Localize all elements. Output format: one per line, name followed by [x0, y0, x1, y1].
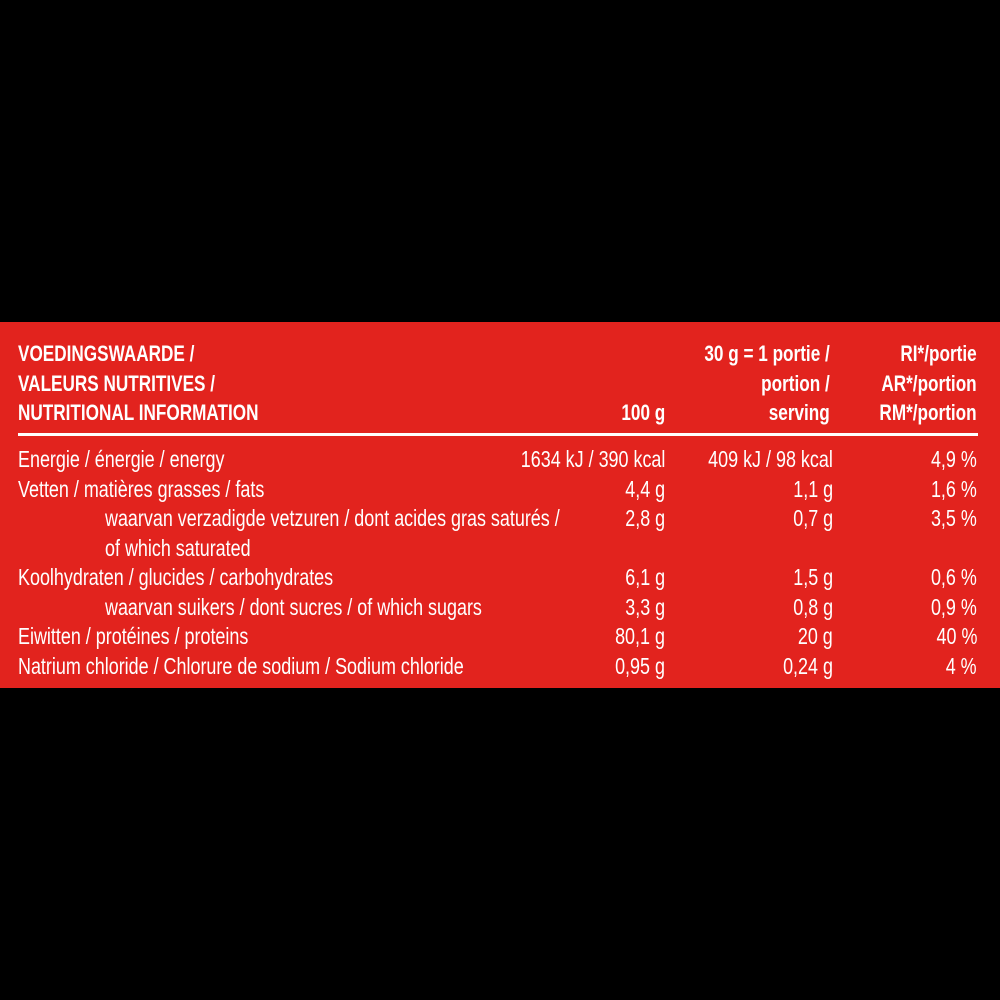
value-per-100g: 80,1 g: [615, 623, 665, 649]
value-per-100g: 1634 kJ / 390 kcal: [520, 446, 665, 472]
value-ri-percent: 0,6 %: [931, 564, 977, 590]
nutrition-header: VOEDINGSWAARDE / VALEURS NUTRITIVES / NU…: [18, 339, 977, 433]
nutrition-row-saturated-fat-continued: of which saturated: [0, 534, 1000, 564]
row-label: Koolhydraten / glucides / carbohydrates: [18, 564, 334, 590]
value-per-portion: 0,24 g: [783, 652, 833, 679]
nutrition-row-sugars: waarvan suikers / dont sucres / of which…: [0, 593, 1000, 623]
nutrition-panel: VOEDINGSWAARDE / VALEURS NUTRITIVES / NU…: [0, 322, 1000, 688]
nutrition-row-carbohydrates: Koolhydraten / glucides / carbohydrates …: [0, 563, 1000, 593]
row-label: Natrium chloride / Chlorure de sodium / …: [18, 652, 464, 679]
column-header-reference-intake: RI*/portie AR*/portion RM*/portion: [879, 341, 977, 425]
header-divider: [18, 433, 978, 436]
title-line-fr: VALEURS NUTRITIVES /: [18, 370, 216, 396]
value-per-100g: 4,4 g: [625, 475, 665, 502]
value-per-portion: 409 kJ / 98 kcal: [708, 446, 833, 472]
nutrition-row-sodium-chloride: Natrium chloride / Chlorure de sodium / …: [0, 652, 1000, 682]
value-ri-percent: 4 %: [946, 652, 977, 679]
value-per-100g: 0,95 g: [615, 652, 665, 679]
nutrition-row-energy: Energie / énergie / energy 1634 kJ / 390…: [0, 445, 1000, 475]
value-per-portion: 1,5 g: [793, 564, 833, 590]
value-per-100g: 3,3 g: [625, 593, 665, 620]
row-label: waarvan suikers / dont sucres / of which…: [105, 593, 482, 620]
nutrition-row-fats: Vetten / matières grasses / fats 4,4 g 1…: [0, 475, 1000, 505]
row-label: Eiwitten / protéines / proteins: [18, 623, 249, 649]
row-label: of which saturated: [105, 534, 251, 561]
column-header-per-100g: 100 g: [621, 400, 665, 425]
row-label: Energie / énergie / energy: [18, 446, 225, 472]
title-line-nl: VOEDINGSWAARDE /: [18, 341, 195, 366]
value-ri-percent: 40 %: [936, 623, 977, 649]
value-ri-percent: 4,9 %: [931, 446, 977, 472]
value-per-portion: 0,8 g: [793, 593, 833, 620]
row-label: Vetten / matières grasses / fats: [18, 475, 265, 502]
value-ri-percent: 3,5 %: [931, 505, 977, 531]
row-label: waarvan verzadigde vetzuren / dont acide…: [105, 505, 560, 531]
value-per-portion: 0,7 g: [793, 505, 833, 531]
value-per-portion: 20 g: [798, 623, 833, 649]
value-ri-percent: 0,9 %: [931, 593, 977, 620]
title-line-en: NUTRITIONAL INFORMATION: [18, 400, 259, 425]
column-header-per-portion: 30 g = 1 portie / portion / serving: [704, 341, 830, 425]
nutrition-table: Energie / énergie / energy 1634 kJ / 390…: [0, 445, 1000, 681]
nutrition-row-proteins: Eiwitten / protéines / proteins 80,1 g 2…: [0, 622, 1000, 652]
nutrition-title: VOEDINGSWAARDE / VALEURS NUTRITIVES / NU…: [18, 339, 977, 428]
value-per-portion: 1,1 g: [793, 475, 833, 502]
nutrition-row-saturated-fat: waarvan verzadigde vetzuren / dont acide…: [0, 504, 1000, 534]
value-ri-percent: 1,6 %: [931, 475, 977, 502]
value-per-100g: 6,1 g: [625, 564, 665, 590]
value-per-100g: 2,8 g: [625, 505, 665, 531]
